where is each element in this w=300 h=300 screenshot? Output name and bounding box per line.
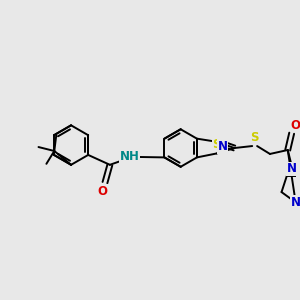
Text: S: S [250,131,258,144]
Text: O: O [291,119,300,132]
Text: NH: NH [120,150,140,164]
Text: N: N [291,196,300,209]
Text: O: O [97,185,107,198]
Text: S: S [212,138,221,151]
Text: N: N [287,162,297,175]
Text: N: N [218,140,228,153]
